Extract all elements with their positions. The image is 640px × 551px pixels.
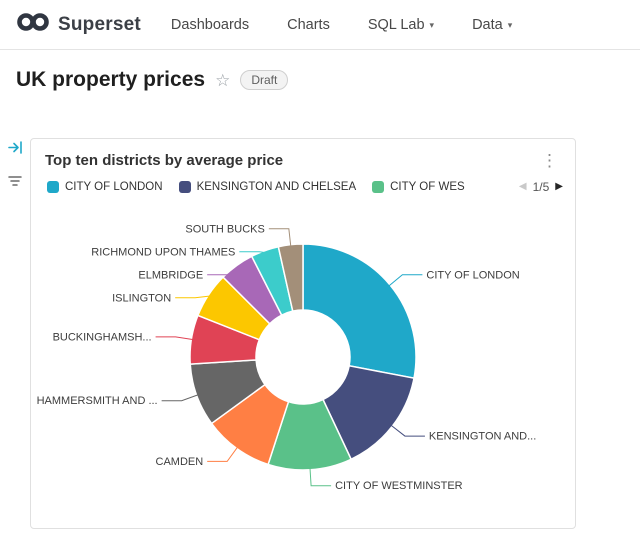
nav-item-charts[interactable]: Charts [287, 17, 330, 33]
legend-swatch [372, 180, 385, 193]
nav-label: Dashboards [170, 16, 250, 33]
legend-page-indicator: 1/5 [532, 179, 550, 194]
kebab-menu-icon[interactable]: ⋮ [541, 151, 558, 170]
slice-label: KENSINGTON AND... [429, 431, 536, 443]
nav-item-dashboards[interactable]: Dashboards [171, 17, 249, 33]
label-leader-line [207, 266, 239, 276]
nav-label: Charts [287, 16, 330, 33]
filter-rail [0, 140, 30, 192]
slice-label: ELMBRIDGE [138, 269, 203, 281]
pie-slice-1[interactable] [322, 364, 415, 461]
filter-lines-icon[interactable] [8, 174, 22, 192]
label-leader-line [268, 228, 292, 247]
legend-next-icon[interactable]: ▶ [555, 181, 563, 192]
legend-label: KENSINGTON AND CHELSEA [196, 180, 357, 193]
pie-slice-9[interactable] [277, 243, 304, 313]
slice-label: CAMDEN [156, 456, 204, 468]
dashboard-header: UK property prices ☆ Draft [0, 50, 640, 104]
chart-card: Top ten districts by average price ⋮ CIT… [30, 138, 576, 529]
slice-label: SOUTH BUCKS [185, 223, 264, 235]
chevron-down-icon: ▾ [429, 19, 435, 30]
slice-label: HAMMERSMITH AND ... [37, 395, 158, 407]
slice-label: CITY OF LONDON [426, 269, 519, 281]
nav-items: Dashboards Charts SQL Lab ▾ Data ▾ [171, 17, 512, 33]
slice-label: CITY OF WESTMINSTER [335, 480, 463, 492]
nav-label: Data [472, 16, 503, 33]
chart-card-header: Top ten districts by average price ⋮ [31, 139, 575, 173]
label-leader-line [390, 424, 425, 437]
label-leader-line [175, 295, 211, 299]
favorite-star-icon[interactable]: ☆ [215, 70, 231, 90]
superset-logo[interactable]: Superset [16, 11, 141, 38]
pie-slice-0[interactable] [302, 243, 417, 380]
label-leader-line [388, 274, 423, 287]
legend-item[interactable]: KENSINGTON AND CHELSEA [178, 180, 357, 193]
infinity-logo-icon [16, 11, 50, 38]
top-navbar: Superset Dashboards Charts SQL Lab ▾ Data… [0, 0, 640, 50]
slice-label: RICHMOND UPON THAMES [91, 246, 235, 258]
label-leader-line [309, 467, 332, 487]
page-title: UK property prices [16, 68, 206, 91]
nav-label: SQL Lab [367, 16, 425, 33]
brand-name: Superset [58, 13, 141, 35]
legend-swatch [178, 180, 191, 193]
chart-title: Top ten districts by average price [45, 152, 284, 169]
donut-chart: CITY OF LONDON KENSINGTON AND... CITY OF W… [31, 197, 575, 508]
expand-filter-bar-icon[interactable] [7, 140, 23, 160]
slice-label: ISLINGTON [112, 292, 171, 304]
slice-label: BUCKINGHAMSH... [53, 331, 152, 343]
chevron-down-icon: ▾ [507, 19, 513, 30]
legend-pagination: ◀ 1/5 ▶ [510, 179, 563, 194]
legend-label: CITY OF WES [390, 180, 465, 193]
label-leader-line [155, 336, 194, 341]
legend-prev-icon[interactable]: ◀ [518, 181, 527, 192]
legend-item[interactable]: CITY OF WES [372, 180, 465, 193]
legend-item[interactable]: CITY OF LONDON [47, 180, 163, 193]
legend-row: CITY OF LONDON KENSINGTON AND CHELSEA CI… [31, 173, 575, 197]
label-leader-line [161, 394, 199, 402]
legend-swatch [47, 180, 59, 193]
donut-chart-svg: CITY OF LONDON KENSINGTON AND... CITY OF W… [37, 223, 537, 492]
label-leader-line [239, 251, 266, 254]
status-badge: Draft [240, 70, 289, 90]
nav-item-sql-lab[interactable]: SQL Lab ▾ [368, 17, 434, 33]
nav-item-data[interactable]: Data ▾ [472, 17, 512, 33]
label-leader-line [207, 446, 239, 462]
legend-items: CITY OF LONDON KENSINGTON AND CHELSEA CI… [47, 180, 511, 193]
legend-label: CITY OF LONDON [65, 180, 163, 193]
